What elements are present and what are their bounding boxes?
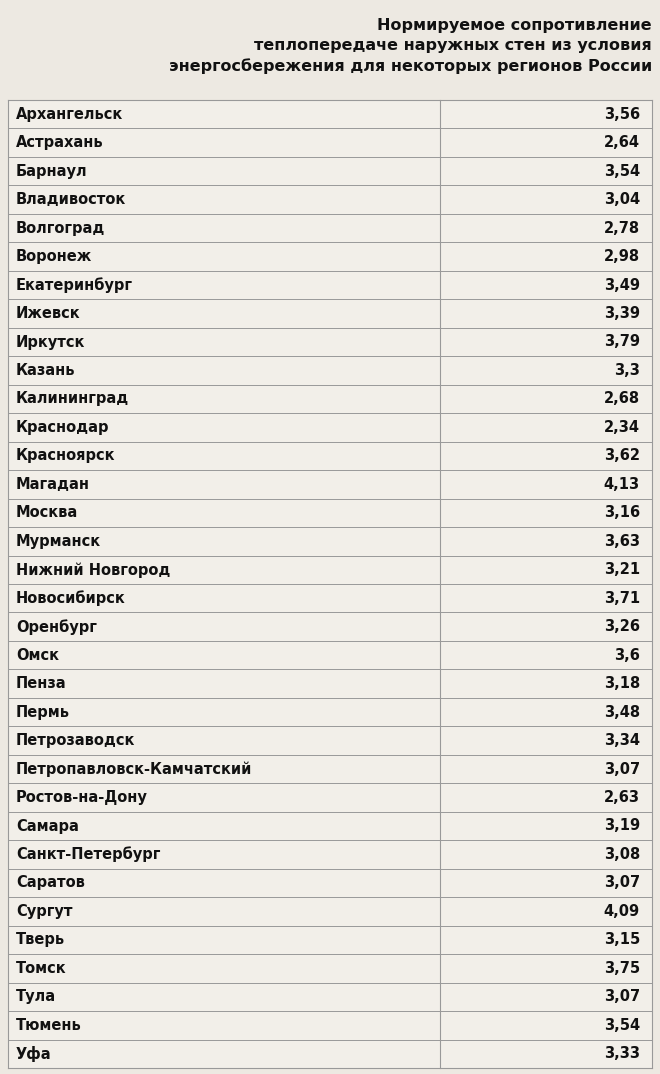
- Text: 3,26: 3,26: [604, 620, 640, 635]
- Text: 3,33: 3,33: [604, 1046, 640, 1061]
- Text: Волгоград: Волгоград: [16, 220, 106, 235]
- Text: 3,19: 3,19: [604, 818, 640, 833]
- Text: Новосибирск: Новосибирск: [16, 591, 126, 606]
- Text: Красноярск: Красноярск: [16, 448, 116, 463]
- Text: Екатеринбург: Екатеринбург: [16, 277, 133, 293]
- Text: 3,07: 3,07: [604, 875, 640, 890]
- Text: Петропавловск-Камчатский: Петропавловск-Камчатский: [16, 761, 252, 777]
- Text: Сургут: Сургут: [16, 904, 73, 919]
- Text: Санкт-Петербург: Санкт-Петербург: [16, 846, 160, 862]
- Text: 3,08: 3,08: [604, 847, 640, 862]
- Text: 2,98: 2,98: [604, 249, 640, 264]
- Text: Магадан: Магадан: [16, 477, 90, 492]
- Text: Ижевск: Ижевск: [16, 306, 81, 321]
- Text: 4,09: 4,09: [604, 904, 640, 919]
- Text: теплопередаче наружных стен из условия: теплопередаче наружных стен из условия: [254, 38, 652, 53]
- Text: 2,64: 2,64: [604, 135, 640, 150]
- Text: Тверь: Тверь: [16, 932, 65, 947]
- Text: Петрозаводск: Петрозаводск: [16, 734, 135, 749]
- Text: Тюмень: Тюмень: [16, 1018, 82, 1033]
- Text: 3,56: 3,56: [604, 106, 640, 121]
- Text: Мурманск: Мурманск: [16, 534, 101, 549]
- Text: Оренбург: Оренбург: [16, 619, 97, 635]
- Text: энергосбережения для некоторых регионов России: энергосбережения для некоторых регионов …: [169, 58, 652, 74]
- Text: Томск: Томск: [16, 961, 67, 976]
- Text: 2,78: 2,78: [604, 220, 640, 235]
- Text: Уфа: Уфа: [16, 1046, 51, 1062]
- Text: Тула: Тула: [16, 989, 56, 1004]
- Text: 3,04: 3,04: [604, 192, 640, 207]
- Text: 2,68: 2,68: [604, 391, 640, 406]
- Text: 2,63: 2,63: [604, 790, 640, 806]
- Text: 3,6: 3,6: [614, 648, 640, 663]
- Text: 3,39: 3,39: [604, 306, 640, 321]
- Text: Омск: Омск: [16, 648, 59, 663]
- Text: 3,07: 3,07: [604, 761, 640, 777]
- Text: Самара: Самара: [16, 818, 79, 833]
- Text: Пермь: Пермь: [16, 705, 70, 720]
- Text: 3,21: 3,21: [604, 563, 640, 577]
- Text: Барнаул: Барнаул: [16, 163, 88, 178]
- Text: 2,34: 2,34: [604, 420, 640, 435]
- Text: Пенза: Пенза: [16, 677, 67, 692]
- Text: Иркутск: Иркутск: [16, 334, 85, 349]
- Text: Краснодар: Краснодар: [16, 420, 110, 435]
- Text: 3,34: 3,34: [604, 734, 640, 749]
- Text: 3,75: 3,75: [604, 961, 640, 976]
- Text: Владивосток: Владивосток: [16, 192, 126, 207]
- Text: 3,18: 3,18: [604, 677, 640, 692]
- Text: Ростов-на-Дону: Ростов-на-Дону: [16, 790, 148, 806]
- Text: 3,07: 3,07: [604, 989, 640, 1004]
- Text: Саратов: Саратов: [16, 875, 85, 890]
- Text: 3,16: 3,16: [604, 506, 640, 520]
- Text: Воронеж: Воронеж: [16, 249, 92, 264]
- Text: 3,48: 3,48: [604, 705, 640, 720]
- Text: Москва: Москва: [16, 506, 79, 520]
- Text: Калининград: Калининград: [16, 391, 129, 406]
- Text: Астрахань: Астрахань: [16, 135, 104, 150]
- Text: 3,54: 3,54: [604, 163, 640, 178]
- Text: Казань: Казань: [16, 363, 75, 378]
- Text: Архангельск: Архангельск: [16, 106, 123, 121]
- Text: 3,49: 3,49: [604, 277, 640, 292]
- Text: Нижний Новгород: Нижний Новгород: [16, 562, 170, 578]
- Text: 3,63: 3,63: [604, 534, 640, 549]
- Text: 3,62: 3,62: [604, 448, 640, 463]
- Text: 4,13: 4,13: [604, 477, 640, 492]
- Text: 3,54: 3,54: [604, 1018, 640, 1033]
- Text: 3,3: 3,3: [614, 363, 640, 378]
- Text: 3,79: 3,79: [604, 334, 640, 349]
- Text: 3,71: 3,71: [604, 591, 640, 606]
- Text: 3,15: 3,15: [604, 932, 640, 947]
- Text: Нормируемое сопротивление: Нормируемое сопротивление: [378, 18, 652, 33]
